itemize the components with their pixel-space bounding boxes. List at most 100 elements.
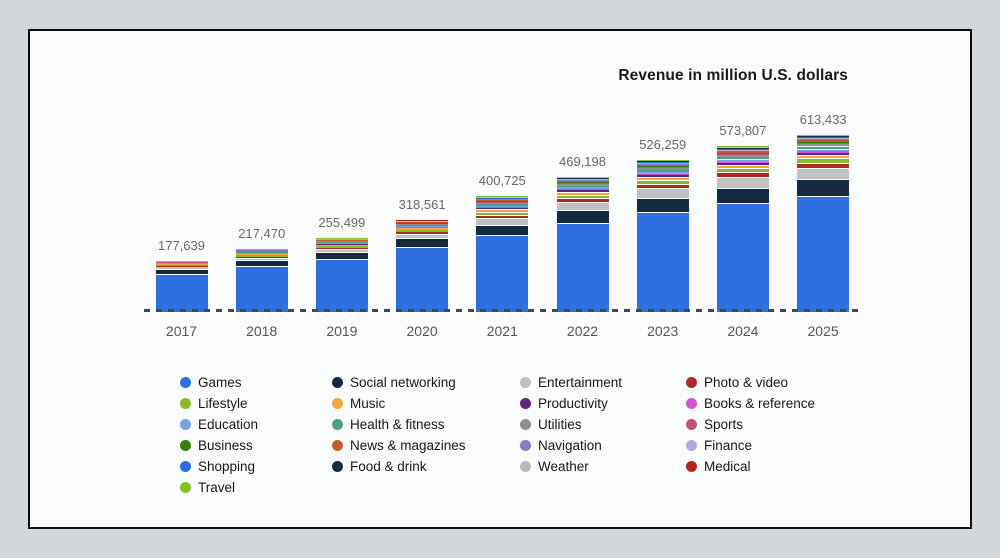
segment-music-2019[interactable] bbox=[315, 244, 368, 247]
segment-utilities-2022[interactable] bbox=[556, 183, 609, 186]
segment-news-magazines-2025[interactable] bbox=[797, 140, 850, 142]
segment-social-networking-2023[interactable] bbox=[636, 197, 689, 213]
segment-social-networking-2021[interactable] bbox=[476, 224, 529, 236]
segment-education-2020[interactable] bbox=[396, 225, 449, 227]
segment-lifestyle-2020[interactable] bbox=[396, 230, 449, 232]
segment-entertainment-2023[interactable] bbox=[636, 188, 689, 198]
segment-utilities-2024[interactable] bbox=[716, 155, 769, 158]
bar-2021[interactable] bbox=[476, 196, 529, 312]
legend-item-photo-video[interactable]: Photo & video bbox=[686, 372, 815, 393]
bar-2023[interactable] bbox=[636, 160, 689, 312]
segment-books-reference-2021[interactable] bbox=[476, 207, 529, 209]
segment-health-fitness-2023[interactable] bbox=[636, 169, 689, 172]
segment-photo-video-2019[interactable] bbox=[315, 247, 368, 249]
segment-news-magazines-2020[interactable] bbox=[396, 222, 449, 223]
segment-travel-2024[interactable] bbox=[716, 146, 769, 147]
segment-navigation-2025[interactable] bbox=[797, 139, 850, 141]
legend-item-medical[interactable]: Medical bbox=[686, 456, 815, 477]
legend-item-news-magazines[interactable]: News & magazines bbox=[332, 435, 466, 456]
segment-sports-2023[interactable] bbox=[636, 167, 689, 169]
segment-games-2021[interactable] bbox=[476, 235, 529, 312]
segment-social-networking-2022[interactable] bbox=[556, 210, 609, 223]
legend-item-travel[interactable]: Travel bbox=[180, 477, 258, 498]
segment-books-reference-2019[interactable] bbox=[315, 243, 368, 245]
segment-health-fitness-2021[interactable] bbox=[476, 204, 529, 206]
segment-health-fitness-2022[interactable] bbox=[556, 185, 609, 188]
segment-productivity-2019[interactable] bbox=[315, 244, 368, 245]
segment-education-2021[interactable] bbox=[476, 205, 529, 208]
segment-business-2020[interactable] bbox=[396, 222, 449, 224]
segment-utilities-2019[interactable] bbox=[315, 241, 368, 243]
segment-lifestyle-2017[interactable] bbox=[155, 265, 208, 267]
segment-business-2023[interactable] bbox=[636, 165, 689, 168]
segment-lifestyle-2019[interactable] bbox=[315, 246, 368, 248]
segment-health-fitness-2020[interactable] bbox=[396, 224, 449, 226]
legend-item-weather[interactable]: Weather bbox=[520, 456, 622, 477]
segment-photo-video-2020[interactable] bbox=[396, 231, 449, 234]
segment-news-magazines-2021[interactable] bbox=[476, 200, 529, 201]
segment-lifestyle-2021[interactable] bbox=[476, 211, 529, 215]
segment-shopping-2022[interactable] bbox=[556, 178, 609, 180]
segment-games-2020[interactable] bbox=[396, 247, 449, 312]
segment-business-2025[interactable] bbox=[797, 141, 850, 143]
segment-entertainment-2024[interactable] bbox=[716, 176, 769, 188]
segment-social-networking-2020[interactable] bbox=[396, 238, 449, 248]
segment-entertainment-2017[interactable] bbox=[155, 266, 208, 269]
segment-food-drink-2022[interactable] bbox=[556, 177, 609, 179]
segment-games-2018[interactable] bbox=[235, 266, 288, 312]
legend-item-navigation[interactable]: Navigation bbox=[520, 435, 622, 456]
segment-games-2017[interactable] bbox=[155, 273, 208, 312]
legend-item-sports[interactable]: Sports bbox=[686, 414, 815, 435]
segment-lifestyle-2025[interactable] bbox=[797, 158, 850, 163]
segment-travel-2025[interactable] bbox=[797, 135, 850, 136]
segment-entertainment-2022[interactable] bbox=[556, 201, 609, 211]
segment-lifestyle-2023[interactable] bbox=[636, 180, 689, 184]
segment-lifestyle-2022[interactable] bbox=[556, 194, 609, 198]
segment-social-networking-2017[interactable] bbox=[155, 268, 208, 274]
segment-productivity-2025[interactable] bbox=[797, 152, 850, 155]
segment-music-2024[interactable] bbox=[716, 164, 769, 169]
segment-games-2024[interactable] bbox=[716, 203, 769, 312]
segment-health-fitness-2019[interactable] bbox=[315, 242, 368, 243]
segment-business-2024[interactable] bbox=[716, 152, 769, 154]
segment-photo-video-2023[interactable] bbox=[636, 183, 689, 189]
legend-item-lifestyle[interactable]: Lifestyle bbox=[180, 393, 258, 414]
segment-navigation-2022[interactable] bbox=[556, 180, 609, 181]
segment-photo-video-2025[interactable] bbox=[797, 162, 850, 168]
segment-news-magazines-2024[interactable] bbox=[716, 151, 769, 153]
bar-2017[interactable] bbox=[155, 260, 208, 312]
segment-productivity-2023[interactable] bbox=[636, 175, 689, 178]
segment-education-2018[interactable] bbox=[235, 252, 288, 254]
legend-item-food-drink[interactable]: Food & drink bbox=[332, 456, 466, 477]
segment-food-drink-2023[interactable] bbox=[636, 161, 689, 163]
segment-books-reference-2024[interactable] bbox=[716, 161, 769, 164]
legend-item-social-networking[interactable]: Social networking bbox=[332, 372, 466, 393]
segment-social-networking-2018[interactable] bbox=[235, 260, 288, 267]
segment-education-2019[interactable] bbox=[315, 242, 368, 244]
segment-social-networking-2024[interactable] bbox=[716, 187, 769, 204]
segment-sports-2024[interactable] bbox=[716, 153, 769, 156]
bar-2020[interactable] bbox=[396, 220, 449, 312]
segment-entertainment-2020[interactable] bbox=[396, 233, 449, 239]
segment-lifestyle-2024[interactable] bbox=[716, 168, 769, 173]
segment-games-2019[interactable] bbox=[315, 259, 368, 312]
segment-education-2022[interactable] bbox=[556, 187, 609, 190]
segment-photo-video-2024[interactable] bbox=[716, 172, 769, 177]
segment-news-magazines-2022[interactable] bbox=[556, 180, 609, 182]
segment-sports-2021[interactable] bbox=[476, 201, 529, 203]
segment-food-drink-2021[interactable] bbox=[476, 197, 529, 199]
segment-photo-video-2021[interactable] bbox=[476, 214, 529, 218]
segment-finance-2022[interactable] bbox=[556, 179, 609, 181]
segment-shopping-2025[interactable] bbox=[797, 137, 850, 139]
segment-games-2022[interactable] bbox=[556, 222, 609, 312]
bar-2025[interactable] bbox=[797, 135, 850, 312]
segment-finance-2025[interactable] bbox=[797, 138, 850, 140]
segment-finance-2021[interactable] bbox=[476, 198, 529, 200]
segment-books-reference-2025[interactable] bbox=[797, 151, 850, 153]
segment-entertainment-2019[interactable] bbox=[315, 248, 368, 253]
segment-books-reference-2023[interactable] bbox=[636, 173, 689, 176]
segment-news-magazines-2023[interactable] bbox=[636, 164, 689, 166]
segment-utilities-2021[interactable] bbox=[476, 202, 529, 205]
segment-sports-2022[interactable] bbox=[556, 182, 609, 184]
segment-sports-2025[interactable] bbox=[797, 143, 850, 145]
